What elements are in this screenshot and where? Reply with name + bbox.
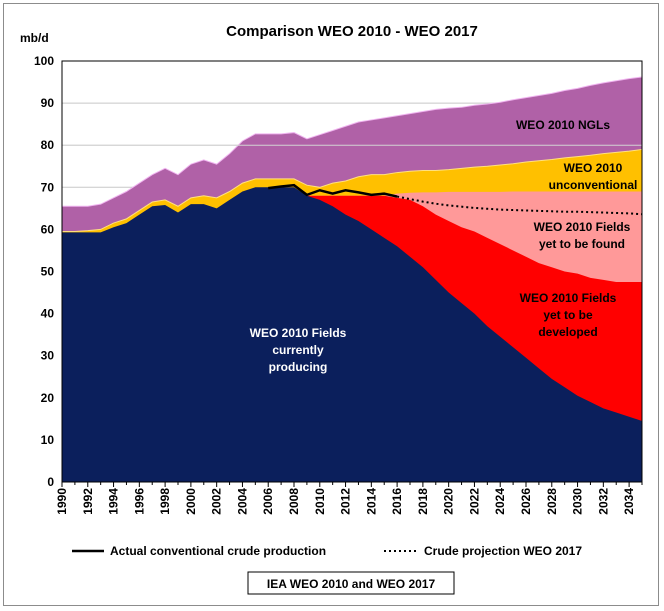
annotation-line: developed — [538, 325, 597, 339]
x-tick-label: 2024 — [493, 488, 507, 515]
annotation-unconv: WEO 2010 unconventional — [549, 161, 638, 192]
annotation-line: producing — [269, 360, 328, 374]
chart-title: Comparison WEO 2010 - WEO 2017 — [226, 23, 478, 40]
legend-label-actual: Actual conventional crude production — [110, 544, 326, 558]
x-tick-label: 2018 — [416, 488, 430, 515]
y-tick-label: 60 — [41, 222, 55, 236]
x-tick-label: 2004 — [235, 488, 249, 515]
x-tick-label: 1994 — [107, 488, 121, 515]
line-crude-projection-weo-2017 — [396, 195, 643, 216]
y-tick-label: 40 — [41, 307, 55, 321]
annotation-line: WEO 2010 NGLs — [516, 118, 610, 132]
y-tick-label: 90 — [41, 96, 55, 110]
x-tick-label: 2032 — [596, 488, 610, 515]
source-text: IEA WEO 2010 and WEO 2017 — [267, 577, 436, 591]
annotation-line: yet to be found — [539, 237, 625, 251]
y-tick-label: 10 — [41, 433, 55, 447]
x-tick-label: 2022 — [467, 488, 481, 515]
x-tick-label: 2006 — [261, 488, 275, 515]
y-tick-label: 100 — [34, 54, 54, 68]
x-tick-label: 2008 — [287, 488, 301, 515]
annotation-producing: WEO 2010 Fields currently producing — [250, 326, 347, 374]
annotation-ngls: WEO 2010 NGLs — [516, 118, 610, 132]
area-weo-2010-fields-currently-producing — [62, 187, 642, 483]
y-tick-label: 80 — [41, 138, 55, 152]
annotation-line: currently — [272, 343, 324, 357]
y-tick-label: 50 — [41, 265, 55, 279]
y-tick-label: 0 — [47, 475, 54, 489]
x-tick-label: 2010 — [313, 488, 327, 515]
x-tick-label: 2028 — [545, 488, 559, 515]
x-tick-label: 2016 — [390, 488, 404, 515]
line-actual-conventional-crude-production — [268, 183, 398, 198]
annotation-developed: WEO 2010 Fields yet to be developed — [520, 291, 617, 339]
x-tick-label: 1996 — [132, 488, 146, 515]
x-tick-label: 2026 — [519, 488, 533, 515]
y-tick-label: 30 — [41, 349, 55, 363]
annotation-line: WEO 2010 Fields — [534, 220, 631, 234]
y-axis-unit-label: mb/d — [20, 31, 49, 45]
x-tick-label: 2014 — [364, 488, 378, 515]
legend: Actual conventional crude production Crud… — [72, 544, 582, 558]
y-tick-label: 20 — [41, 391, 55, 405]
source-border — [247, 571, 455, 595]
annotation-line: WEO 2010 Fields — [520, 291, 617, 305]
x-tick-label: 2030 — [571, 488, 585, 515]
annotation-line: WEO 2010 — [564, 161, 623, 175]
x-tick-label: 2002 — [210, 488, 224, 515]
source-box: IEA WEO 2010 and WEO 2017 — [247, 571, 455, 595]
x-tick-label: 2012 — [339, 488, 353, 515]
x-tick-label: 1992 — [81, 488, 95, 515]
x-tick-label: 1998 — [158, 488, 172, 515]
plot-border — [61, 60, 643, 483]
legend-label-projection: Crude projection WEO 2017 — [424, 544, 582, 558]
annotation-line: yet to be — [543, 308, 593, 322]
x-tick-label: 2034 — [622, 488, 636, 515]
x-tick-label: 1990 — [55, 488, 69, 515]
x-tick-label: 2020 — [442, 488, 456, 515]
x-tick-label: 2000 — [184, 488, 198, 515]
annotation-line: unconventional — [549, 178, 638, 192]
annotation-line: WEO 2010 Fields — [250, 326, 347, 340]
annotation-found: WEO 2010 Fields yet to be found — [534, 220, 631, 251]
y-tick-label: 70 — [41, 180, 55, 194]
